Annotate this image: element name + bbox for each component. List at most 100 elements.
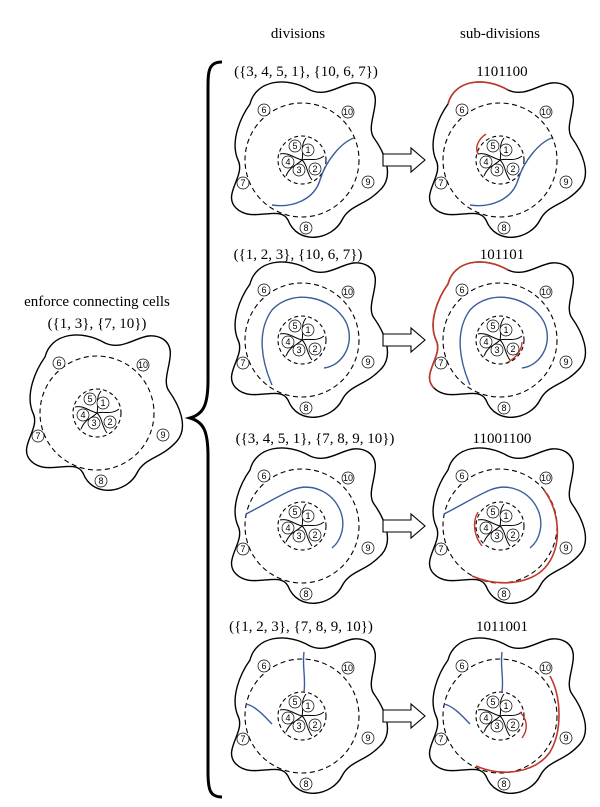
cell-number-7: 7 [240, 734, 245, 744]
cell-number-8: 8 [501, 403, 506, 413]
cell-number-8: 8 [303, 403, 308, 413]
cell-number-5: 5 [292, 697, 297, 707]
subdivision-label: 1101100 [476, 64, 527, 80]
cell-number-9: 9 [160, 430, 165, 440]
cell-number-6: 6 [261, 105, 266, 115]
cell-number-10: 10 [541, 287, 551, 297]
curly-brace [184, 60, 223, 799]
cell-number-3: 3 [494, 721, 499, 731]
arrow [382, 326, 426, 354]
cell-number-10: 10 [343, 107, 353, 117]
cell-number-8: 8 [303, 223, 308, 233]
cell-number-10: 10 [343, 473, 353, 483]
cell-number-10: 10 [138, 360, 148, 370]
cell-number-4: 4 [483, 337, 488, 347]
cell-number-6: 6 [261, 661, 266, 671]
cell-number-5: 5 [490, 697, 495, 707]
arrow [382, 512, 426, 540]
cell-number-8: 8 [303, 589, 308, 599]
cell-number-1: 1 [503, 701, 508, 711]
cell-number-4: 4 [285, 523, 290, 533]
row-labels: ({3, 4, 5, 1}, {10, 6, 7}) 1101100 ({1, … [229, 64, 531, 635]
cell-number-6: 6 [261, 471, 266, 481]
left-title-line2: ({1, 3}, {7, 10}) [48, 316, 147, 332]
cell-number-6: 6 [459, 471, 464, 481]
cell-number-3: 3 [494, 531, 499, 541]
cell-number-3: 3 [296, 165, 301, 175]
cell-number-9: 9 [365, 543, 370, 553]
cell-number-7: 7 [240, 544, 245, 554]
cell-number-5: 5 [490, 141, 495, 151]
cell-number-4: 4 [483, 713, 488, 723]
cell-number-7: 7 [438, 358, 443, 368]
cell-number-8: 8 [501, 589, 506, 599]
cell-number-8: 8 [501, 223, 506, 233]
division-label: ({1, 2, 3}, {10, 6, 7}) [234, 247, 363, 263]
cell-number-5: 5 [87, 394, 92, 404]
cell-number-3: 3 [91, 418, 96, 428]
cell-number-2: 2 [107, 417, 112, 427]
subdivisions-header: sub-divisions [460, 26, 540, 42]
subdivision-label: 11001100 [473, 431, 532, 447]
divisions-header: divisions [271, 26, 325, 42]
cell-number-2: 2 [312, 530, 317, 540]
cell-number-2: 2 [312, 720, 317, 730]
cell-number-5: 5 [490, 321, 495, 331]
division-label: ({3, 4, 5, 1}, {7, 8, 9, 10}) [236, 431, 395, 447]
cell-number-3: 3 [296, 531, 301, 541]
cell-number-4: 4 [285, 713, 290, 723]
cell-number-2: 2 [312, 344, 317, 354]
cell-number-10: 10 [343, 663, 353, 673]
cell-number-3: 3 [296, 345, 301, 355]
cell-number-7: 7 [240, 178, 245, 188]
cell-number-2: 2 [312, 164, 317, 174]
cell-number-7: 7 [438, 734, 443, 744]
cell-number-5: 5 [490, 507, 495, 517]
cell-number-10: 10 [343, 287, 353, 297]
cell-number-6: 6 [459, 105, 464, 115]
cell-number-8: 8 [303, 779, 308, 789]
cell-number-1: 1 [305, 511, 310, 521]
cell-number-4: 4 [285, 157, 290, 167]
subdivision-label: 101101 [480, 247, 524, 263]
cell-number-3: 3 [494, 345, 499, 355]
cell-number-4: 4 [80, 410, 85, 420]
cell-number-5: 5 [292, 507, 297, 517]
cell-number-4: 4 [285, 337, 290, 347]
arrow [382, 702, 426, 730]
cell-number-8: 8 [501, 779, 506, 789]
cell-number-10: 10 [541, 473, 551, 483]
cell-number-1: 1 [100, 398, 105, 408]
arrow [382, 146, 426, 174]
cell-number-10: 10 [541, 663, 551, 673]
cell-number-4: 4 [483, 523, 488, 533]
cell-number-9: 9 [563, 177, 568, 187]
left-title-line1: enforce connecting cells [24, 294, 170, 310]
cell-number-6: 6 [459, 661, 464, 671]
cell-number-1: 1 [503, 145, 508, 155]
subdivision-label: 1011001 [476, 619, 528, 635]
cell-number-9: 9 [365, 177, 370, 187]
cell-number-10: 10 [541, 107, 551, 117]
cell-number-2: 2 [510, 530, 515, 540]
cell-number-3: 3 [296, 721, 301, 731]
cell-number-5: 5 [292, 321, 297, 331]
cell-number-6: 6 [261, 285, 266, 295]
cell-number-7: 7 [240, 358, 245, 368]
cell-number-1: 1 [503, 325, 508, 335]
cell-number-4: 4 [483, 157, 488, 167]
cell-number-1: 1 [305, 325, 310, 335]
cell-number-7: 7 [35, 431, 40, 441]
cell-number-9: 9 [365, 733, 370, 743]
cell-number-6: 6 [459, 285, 464, 295]
cell-number-9: 9 [563, 357, 568, 367]
division-label: ({3, 4, 5, 1}, {10, 6, 7}) [234, 64, 378, 80]
